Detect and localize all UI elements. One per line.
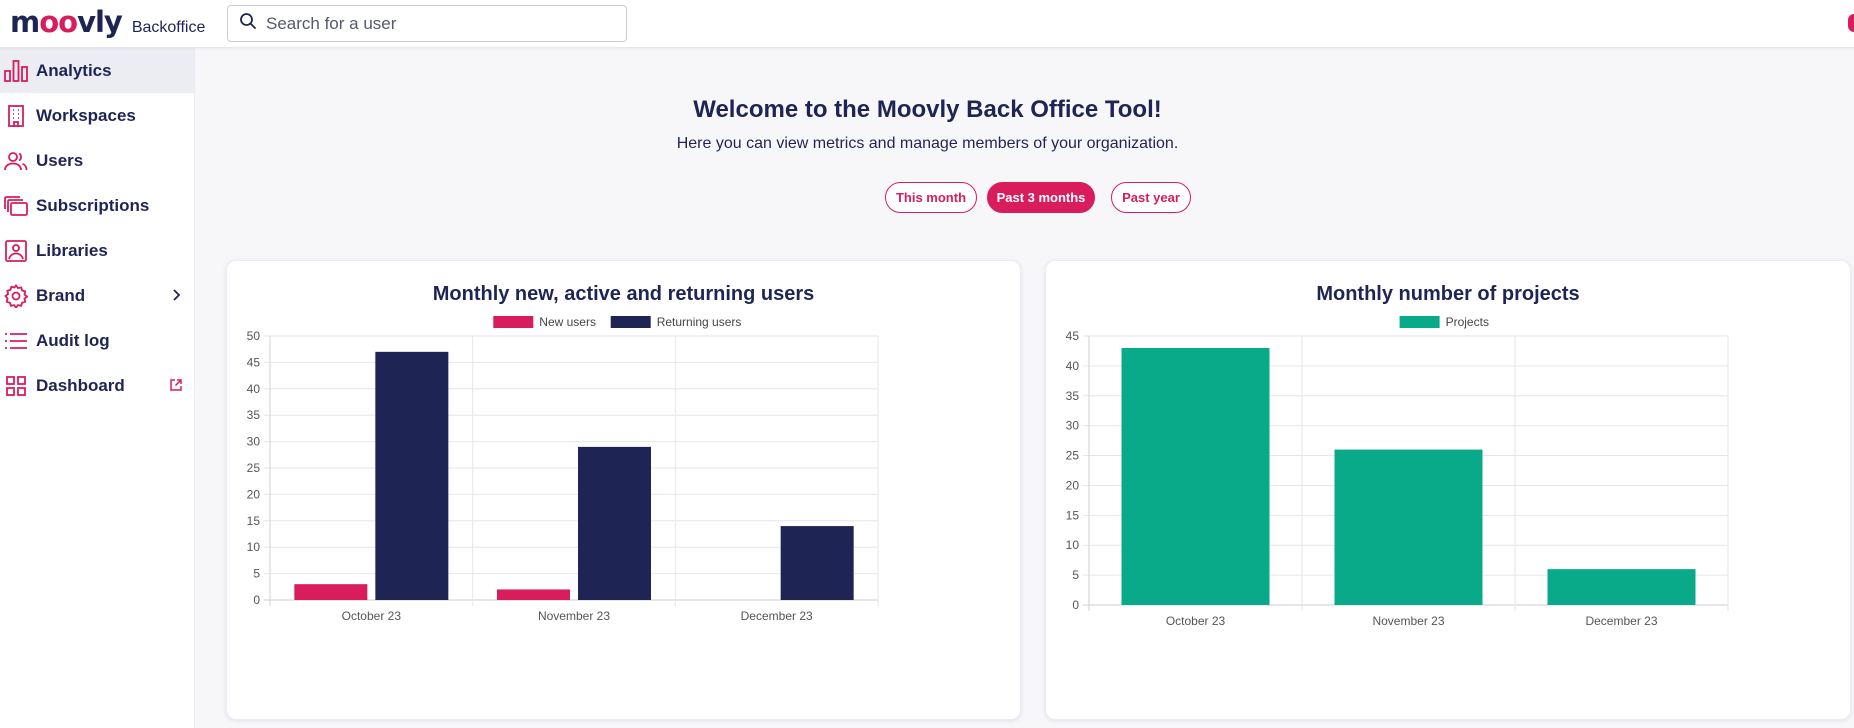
y-tick-label: 0: [1072, 598, 1079, 612]
x-tick-label: December 23: [1585, 614, 1657, 628]
y-tick-label: 15: [1066, 508, 1080, 522]
x-tick-label: October 23: [342, 609, 402, 623]
legend-swatch: [493, 316, 534, 328]
sidebar-item-dashboard[interactable]: Dashboard: [0, 363, 194, 408]
bar-new-users: [497, 589, 570, 600]
bar-returning-users: [578, 446, 651, 600]
bar-projects: [1547, 569, 1696, 605]
y-tick-label: 50: [247, 329, 261, 343]
page-title: Welcome to the Moovly Back Office Tool!: [693, 96, 1162, 123]
sidebar-item-analytics[interactable]: Analytics: [0, 48, 194, 93]
building-icon: [4, 104, 28, 128]
y-tick-label: 20: [1066, 478, 1080, 492]
bar-projects: [1334, 449, 1483, 605]
range-past-3-months-button[interactable]: Past 3 months: [987, 182, 1095, 213]
chart-title: Monthly new, active and returning users: [432, 283, 815, 305]
y-tick-label: 25: [247, 461, 261, 475]
sidebar-item-subscriptions[interactable]: Subscriptions: [0, 183, 194, 228]
y-tick-label: 40: [247, 382, 261, 396]
image-library-icon: [4, 239, 28, 263]
bar-projects: [1121, 347, 1270, 605]
x-tick-label: November 23: [1372, 614, 1444, 628]
bar-returning-users: [375, 351, 449, 600]
y-tick-label: 10: [1066, 538, 1080, 552]
legend-label: Projects: [1446, 315, 1489, 329]
legend-label: Returning users: [657, 315, 742, 329]
sidebar-item-label: Subscriptions: [36, 195, 150, 215]
y-tick-label: 40: [1066, 359, 1080, 373]
search-box[interactable]: [227, 5, 627, 42]
range-this-month-button[interactable]: This month: [885, 182, 977, 213]
moovly-logo[interactable]: moovly Backoffice: [10, 5, 205, 39]
y-tick-label: 25: [1066, 449, 1080, 463]
bar-chart-icon: [4, 59, 28, 83]
page-subtitle: Here you can view metrics and manage mem…: [676, 135, 1179, 152]
sidebar-item-audit-log[interactable]: Audit log: [0, 318, 194, 363]
main-content: Welcome to the Moovly Back Office Tool! …: [195, 48, 1854, 728]
sidebar-item-label: Workspaces: [36, 105, 136, 125]
sidebar: Analytics Workspaces Users Subscriptions…: [0, 48, 195, 728]
bar-new-users: [294, 584, 368, 600]
bar-returning-users: [780, 526, 854, 600]
sidebar-item-label: Analytics: [36, 60, 112, 80]
user-avatar[interactable]: [1848, 14, 1854, 32]
logo-wordmark: moovly: [10, 5, 123, 39]
x-tick-label: December 23: [741, 609, 813, 623]
y-tick-label: 20: [247, 487, 261, 501]
sidebar-item-label: Libraries: [36, 240, 108, 260]
sidebar-item-label: Users: [36, 150, 84, 170]
y-tick-label: 35: [1066, 389, 1080, 403]
y-tick-label: 15: [247, 514, 261, 528]
sidebar-item-label: Dashboard: [36, 375, 125, 395]
chart-title: Monthly number of projects: [1316, 283, 1580, 305]
y-tick-label: 0: [253, 593, 260, 607]
stacked-cards-icon: [4, 194, 28, 218]
chevron-right-icon[interactable]: [168, 287, 184, 303]
sidebar-item-users[interactable]: Users: [0, 138, 194, 183]
sidebar-item-label: Audit log: [36, 330, 110, 350]
sidebar-item-workspaces[interactable]: Workspaces: [0, 93, 194, 138]
users-bar-chart: 0 5 10 15 20 25 30 35 40 45 50 October 23 November 2…: [247, 315, 879, 623]
projects-bar-chart: 0 5 10 15 20 25 30 35 40 45 October 23 November 23 D…: [1066, 315, 1729, 628]
y-tick-label: 5: [253, 567, 260, 581]
x-tick-label: November 23: [538, 609, 610, 623]
gear-icon: [4, 283, 28, 308]
external-link-icon[interactable]: [168, 377, 184, 393]
list-icon: [4, 329, 28, 353]
y-tick-label: 30: [247, 435, 261, 449]
sidebar-item-libraries[interactable]: Libraries: [0, 228, 194, 273]
sidebar-item-brand[interactable]: Brand: [0, 273, 194, 318]
y-tick-label: 10: [247, 540, 261, 554]
chart-card-users: Monthly new, active and returning users …: [226, 260, 1021, 720]
search-input[interactable]: [266, 13, 606, 34]
logo-subtitle: Backoffice: [131, 19, 206, 36]
range-past-year-button[interactable]: Past year: [1111, 182, 1191, 213]
legend-swatch: [1399, 316, 1440, 328]
grid-icon: [4, 374, 28, 398]
search-icon: [239, 12, 257, 35]
legend-label: New users: [539, 315, 596, 329]
y-tick-label: 45: [1066, 329, 1080, 343]
x-tick-label: October 23: [1166, 614, 1226, 628]
y-tick-label: 5: [1072, 568, 1079, 582]
sidebar-item-label: Brand: [36, 285, 86, 305]
top-bar: moovly Backoffice: [0, 0, 1854, 48]
y-tick-label: 35: [247, 408, 261, 422]
legend-swatch: [610, 316, 651, 328]
y-tick-label: 45: [247, 355, 261, 369]
users-icon: [4, 149, 28, 173]
y-tick-label: 30: [1066, 419, 1080, 433]
chart-card-projects: Monthly number of projects 0 5 10 15 20 25 30 3…: [1045, 260, 1851, 720]
